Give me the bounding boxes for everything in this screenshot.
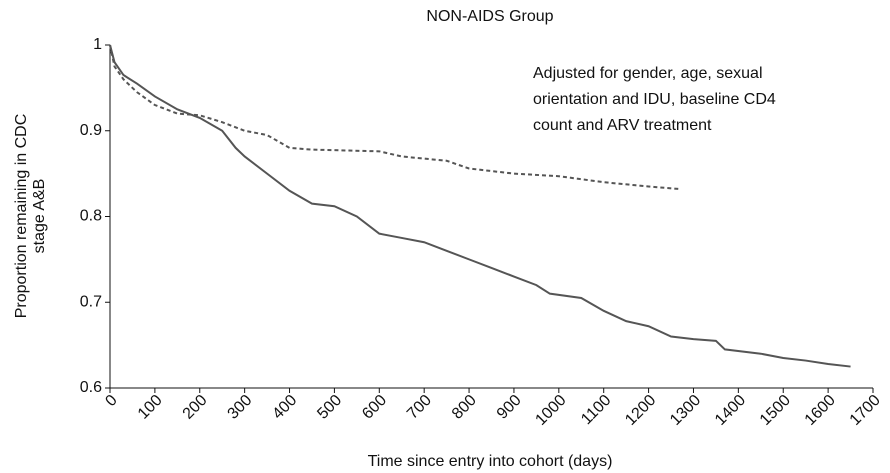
- y-axis-label-line: Proportion remaining in CDC: [13, 114, 30, 319]
- x-tick-label: 500: [314, 392, 345, 423]
- x-tick-label: 1600: [802, 392, 839, 429]
- x-tick-label: 1500: [757, 392, 794, 429]
- y-tick-label: 1: [93, 36, 102, 53]
- y-tick-label: 0.6: [80, 379, 102, 396]
- x-tick-label: 300: [225, 392, 256, 423]
- y-tick-label: 0.9: [80, 122, 102, 139]
- x-tick-label: 1100: [578, 392, 614, 428]
- chart-title: NON-AIDS Group: [426, 8, 553, 25]
- y-tick-label: 0.7: [80, 293, 102, 310]
- x-tick-label: 100: [135, 392, 166, 423]
- x-axis-label: Time since entry into cohort (days): [368, 453, 613, 470]
- x-tick-label: 800: [449, 392, 480, 423]
- x-tick-label: 1400: [712, 392, 749, 429]
- series-line: [109, 44, 851, 368]
- x-tick-label: 400: [269, 392, 300, 423]
- x-tick-label: 1300: [667, 392, 704, 429]
- annotation-line: orientation and IDU, baseline CD4: [533, 91, 776, 108]
- annotation-line: Adjusted for gender, age, sexual: [533, 65, 763, 82]
- x-tick-label: 200: [180, 392, 211, 423]
- x-tick-label: 1700: [847, 392, 884, 429]
- x-tick-label: 1200: [622, 392, 659, 429]
- x-tick-label: 1000: [532, 392, 569, 429]
- annotation-line: count and ARV treatment: [533, 117, 712, 134]
- y-axis-label: Proportion remaining in CDC stage A&B: [13, 114, 48, 319]
- series-line: [109, 44, 681, 191]
- annotation: Adjusted for gender, age, sexual orienta…: [533, 65, 776, 134]
- x-tick-label: 0: [102, 392, 120, 410]
- y-axis-label-line: stage A&B: [31, 179, 48, 254]
- x-tick-label: 700: [404, 392, 435, 423]
- x-tick-label: 600: [359, 392, 390, 423]
- x-tick-label: 900: [494, 392, 525, 423]
- y-tick-label: 0.8: [80, 208, 102, 225]
